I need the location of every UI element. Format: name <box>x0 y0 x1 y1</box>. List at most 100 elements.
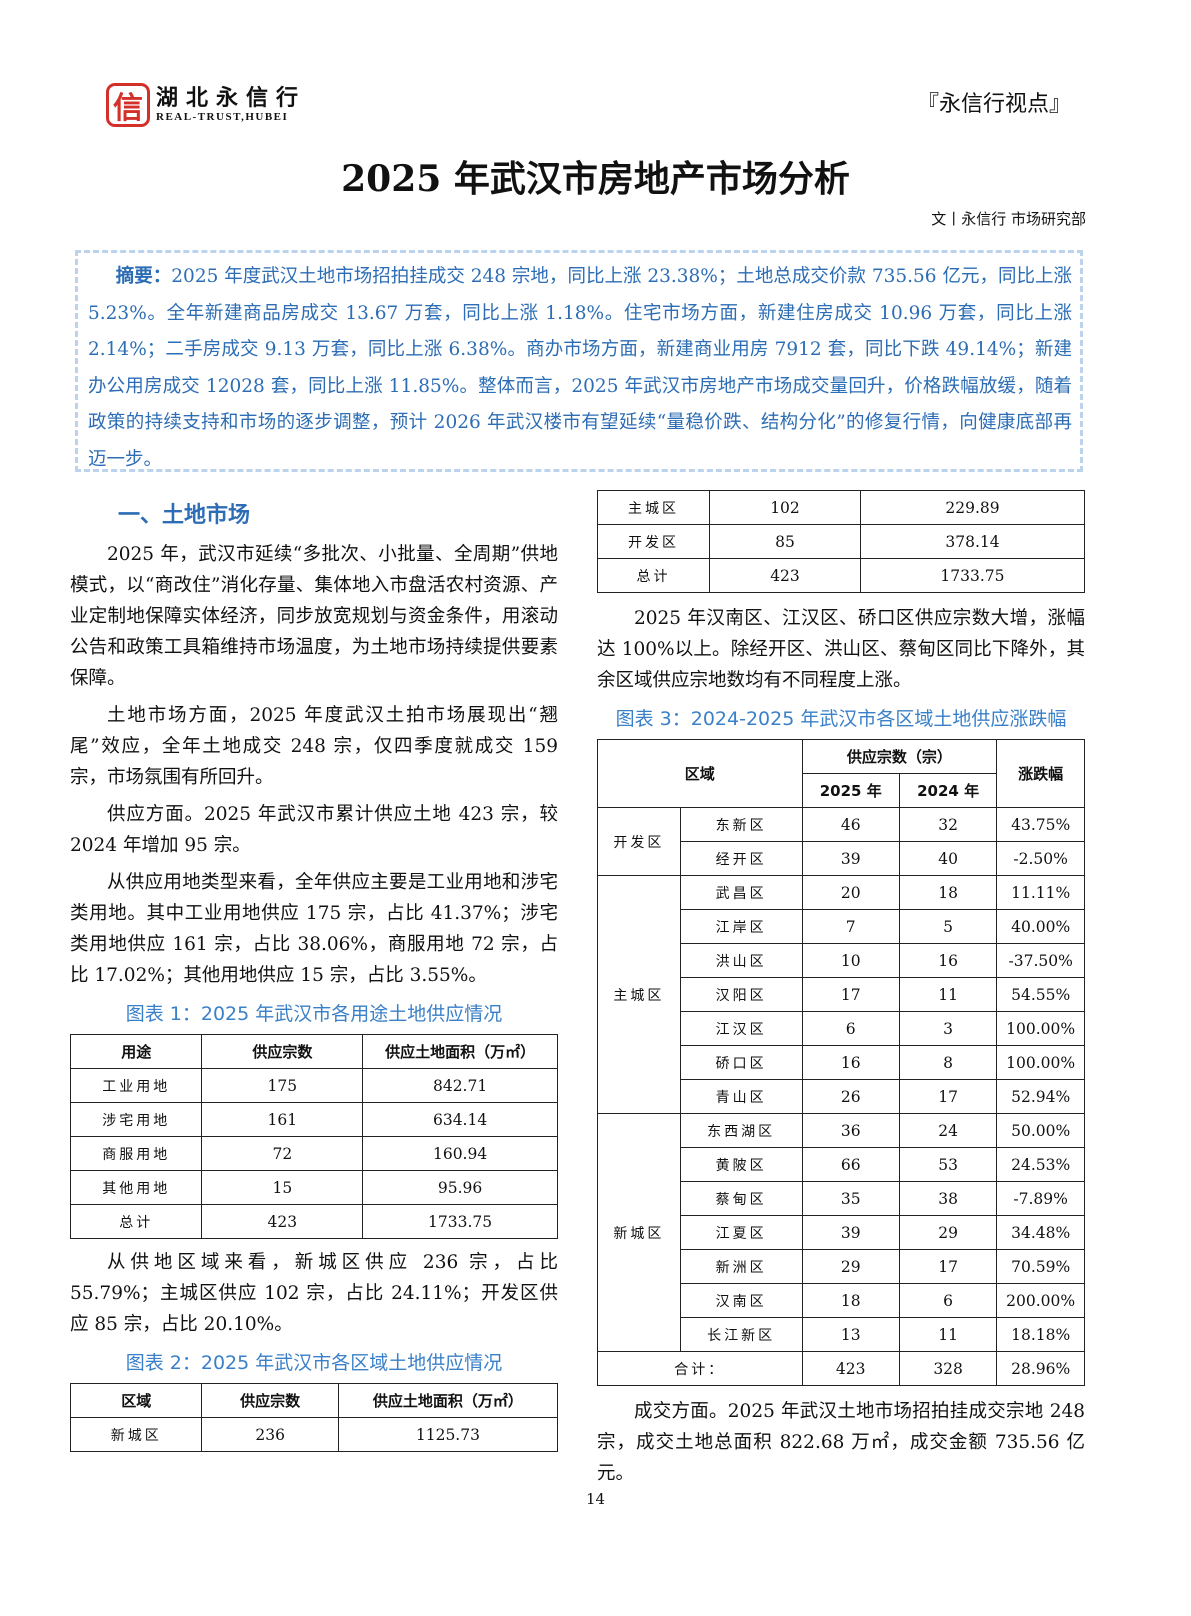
header-supply: 供应宗数（宗） <box>801 739 998 774</box>
table1: 用途 供应宗数 供应土地面积（万㎡） 工业用地 175 842.71 涉宅用地 161 634.… <box>69 1034 558 1239</box>
table-cell: 11.11% <box>996 875 1085 910</box>
table-row: 经开区 39 40 -2.50% <box>598 841 1085 876</box>
table-cell: 6 <box>898 1283 998 1318</box>
table-cell: 涉宅用地 <box>69 1102 203 1137</box>
table-cell: 16 <box>898 943 998 978</box>
abstract-label: 摘要： <box>115 266 172 287</box>
table-cell: 43.75% <box>996 807 1085 842</box>
table-cell: 3 <box>898 1011 998 1046</box>
group-cell: 主城区 <box>597 875 681 1114</box>
right-column: 主城区 102 229.89 开发区 85 378.14 总计 423 1733.75 2025… <box>597 490 1086 1495</box>
table-cell: 江汉区 <box>679 1011 803 1046</box>
column-header: 区域 <box>69 1383 203 1418</box>
table-cell: 39 <box>801 841 900 876</box>
table-cell: 东西湖区 <box>679 1113 803 1148</box>
table-row: 主城区 102 229.89 <box>597 490 1086 525</box>
table-cell: 东新区 <box>679 807 803 842</box>
table-cell: 1733.75 <box>859 558 1086 593</box>
paragraph: 供应方面。2025 年武汉市累计供应土地 423 宗，较 2024 年增加 95… <box>70 804 558 856</box>
header-2025: 2025 年 <box>801 773 900 808</box>
table-cell: 423 <box>201 1204 364 1239</box>
table-cell: 硚口区 <box>679 1045 803 1080</box>
column-header: 用途 <box>69 1034 203 1069</box>
table-cell: 7 <box>801 909 900 944</box>
table2: 区域 供应宗数 供应土地面积（万㎡） 新城区 236 1125.73 <box>69 1383 559 1452</box>
table-cell: 18 <box>801 1283 900 1318</box>
table-cell: 40 <box>898 841 998 876</box>
table-cell: 其他用地 <box>69 1170 203 1205</box>
table-cell: 40.00% <box>996 909 1085 944</box>
group-cell: 新城区 <box>597 1113 681 1352</box>
paragraph: 成交方面。2025 年武汉土地市场招拍挂成交宗地 248 宗，成交土地总面积 8… <box>597 1401 1085 1484</box>
logo-en: REAL-TRUST,HUBEI <box>156 111 289 123</box>
table-cell: 汉南区 <box>679 1283 803 1318</box>
table-row: 硚口区 16 8 100.00% <box>598 1045 1085 1080</box>
table-row: 洪山区 10 16 -37.50% <box>598 943 1085 978</box>
table-cell: 18 <box>898 875 998 910</box>
table-cell: 11 <box>898 977 998 1012</box>
table-cell: 8 <box>898 1045 998 1080</box>
paragraph: 从供应用地类型来看，全年供应主要是工业用地和涉宅类用地。其中工业用地供应 175… <box>70 872 558 986</box>
table-cell: 34.48% <box>996 1215 1085 1250</box>
table-cell: 28.96% <box>996 1351 1085 1386</box>
table-cell: 1733.75 <box>362 1204 558 1239</box>
column-header: 供应宗数 <box>201 1383 339 1418</box>
table-row: 涉宅用地 161 634.14 <box>69 1102 558 1137</box>
table-row: 新城区 东西湖区 36 24 50.00% <box>597 1113 1085 1352</box>
table-cell: 武昌区 <box>679 875 803 910</box>
abstract-box: 摘要：2025 年度武汉土地市场招拍挂成交 248 宗地，同比上涨 23.38%… <box>75 250 1083 472</box>
header-row: 区域 供应宗数 供应土地面积（万㎡） <box>69 1383 559 1418</box>
table-row: 总计 423 1733.75 <box>69 1204 558 1239</box>
table-cell: 长江新区 <box>679 1317 803 1352</box>
table-cell: 100.00% <box>996 1011 1085 1046</box>
table-row: 新城区 236 1125.73 <box>69 1417 559 1452</box>
table-cell: 13 <box>801 1317 900 1352</box>
table-cell: 161 <box>201 1102 364 1137</box>
table-cell: 29 <box>898 1215 998 1250</box>
table-row: 主城区 武昌区 20 18 11.11% <box>597 875 1085 1114</box>
table-cell: 54.55% <box>996 977 1085 1012</box>
table-cell: 15 <box>201 1170 364 1205</box>
table-cell: 汉阳区 <box>679 977 803 1012</box>
table-cell: 洪山区 <box>679 943 803 978</box>
table-cell: 16 <box>801 1045 900 1080</box>
abstract-text: 2025 年度武汉土地市场招拍挂成交 248 宗地，同比上涨 23.38%；土地… <box>88 266 1072 470</box>
table-cell: 17 <box>898 1079 998 1114</box>
table-cell: 200.00% <box>996 1283 1085 1318</box>
table-cell: 102 <box>709 490 861 525</box>
table-cell: 6 <box>801 1011 900 1046</box>
table-cell: 11 <box>898 1317 998 1352</box>
table-cell: 378.14 <box>859 524 1086 559</box>
table-cell: 江岸区 <box>679 909 803 944</box>
table-cell: 26 <box>801 1079 900 1114</box>
table-cell: 50.00% <box>996 1113 1085 1148</box>
table3-caption: 图表 3：2024-2025 年武汉市各区域土地供应涨跌幅 <box>615 708 1067 730</box>
column-label: 『永信行视点』 <box>916 92 1071 117</box>
left-column: 一、土地市场 2025 年，武汉市延续“多批次、小批量、全周期”供地模式，以“商… <box>69 495 559 1452</box>
table-cell: 423 <box>801 1351 900 1386</box>
logo-seal-icon: 信 <box>106 83 150 127</box>
total-label: 合计： <box>597 1351 803 1386</box>
group-cell: 开发区 <box>597 807 681 876</box>
table-cell: 工业用地 <box>69 1068 203 1103</box>
table-cell: 36 <box>801 1113 900 1148</box>
table-cell: 蔡甸区 <box>679 1181 803 1216</box>
table2-continued: 主城区 102 229.89 开发区 85 378.14 总计 423 1733.75 <box>597 490 1086 593</box>
table-cell: 39 <box>801 1215 900 1250</box>
table-cell: 70.59% <box>996 1249 1085 1284</box>
table-cell: 24 <box>898 1113 998 1148</box>
table2-caption: 图表 2：2025 年武汉市各区域土地供应情况 <box>125 1352 503 1374</box>
table-cell: 17 <box>801 977 900 1012</box>
paragraph: 土地市场方面，2025 年度武汉土拍市场展现出“翘尾”效应，全年土地成交 248… <box>70 705 558 788</box>
table-cell: 38 <box>898 1181 998 1216</box>
table-row: 江岸区 7 5 40.00% <box>598 909 1085 944</box>
table-row: 青山区 26 17 52.94% <box>598 1079 1085 1114</box>
table-row: 开发区 东新区 46 32 43.75% <box>597 807 1085 876</box>
table-row: 黄陂区 66 53 24.53% <box>598 1147 1085 1182</box>
table-cell: 32 <box>898 807 998 842</box>
table-cell: 100.00% <box>996 1045 1085 1080</box>
table-row: 工业用地 175 842.71 <box>69 1068 558 1103</box>
table-cell: 总计 <box>597 558 710 593</box>
table-cell: 46 <box>801 807 900 842</box>
table-cell: 66 <box>801 1147 900 1182</box>
